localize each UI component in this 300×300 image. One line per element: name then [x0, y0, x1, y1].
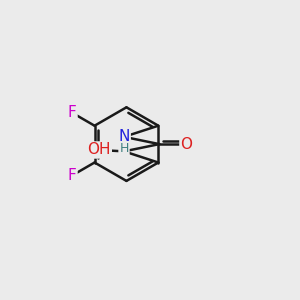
Text: H: H [119, 142, 129, 155]
Text: O: O [180, 136, 192, 152]
Text: F: F [68, 105, 76, 120]
Text: OH: OH [87, 142, 111, 158]
Text: F: F [68, 168, 76, 183]
Text: N: N [118, 129, 130, 144]
